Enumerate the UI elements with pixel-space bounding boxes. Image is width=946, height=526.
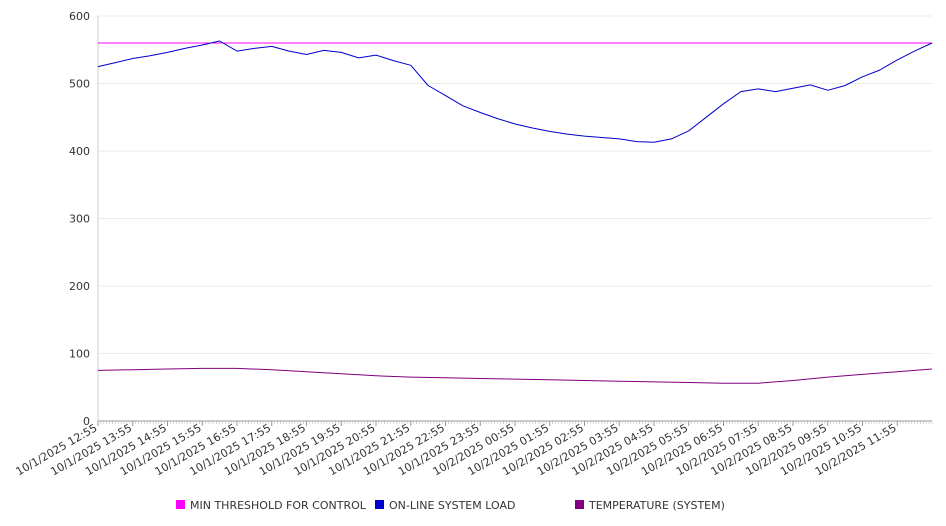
- y-tick-label: 300: [69, 213, 90, 226]
- y-tick-label: 200: [69, 280, 90, 293]
- y-tick-label: 500: [69, 78, 90, 91]
- grid-lines: [98, 15, 932, 354]
- series-line-1: [97, 40, 933, 143]
- y-axis-ticks: 0 100 200 300 400 500 600: [69, 10, 90, 428]
- legend-swatch: [176, 500, 185, 509]
- y-tick-label: 100: [69, 348, 90, 361]
- legend-swatch: [375, 500, 384, 509]
- series-line-2: [97, 367, 933, 384]
- series-lines: [97, 40, 933, 384]
- legend-label: TEMPERATURE (SYSTEM): [588, 499, 725, 512]
- legend-swatch: [575, 500, 584, 509]
- legend-label: MIN THRESHOLD FOR CONTROL: [190, 499, 367, 512]
- legend: MIN THRESHOLD FOR CONTROL ON-LINE SYSTEM …: [176, 499, 725, 512]
- y-tick-label: 400: [69, 145, 90, 158]
- legend-label: ON-LINE SYSTEM LOAD: [389, 499, 515, 512]
- y-tick-label: 0: [83, 415, 90, 428]
- y-tick-label: 600: [69, 10, 90, 23]
